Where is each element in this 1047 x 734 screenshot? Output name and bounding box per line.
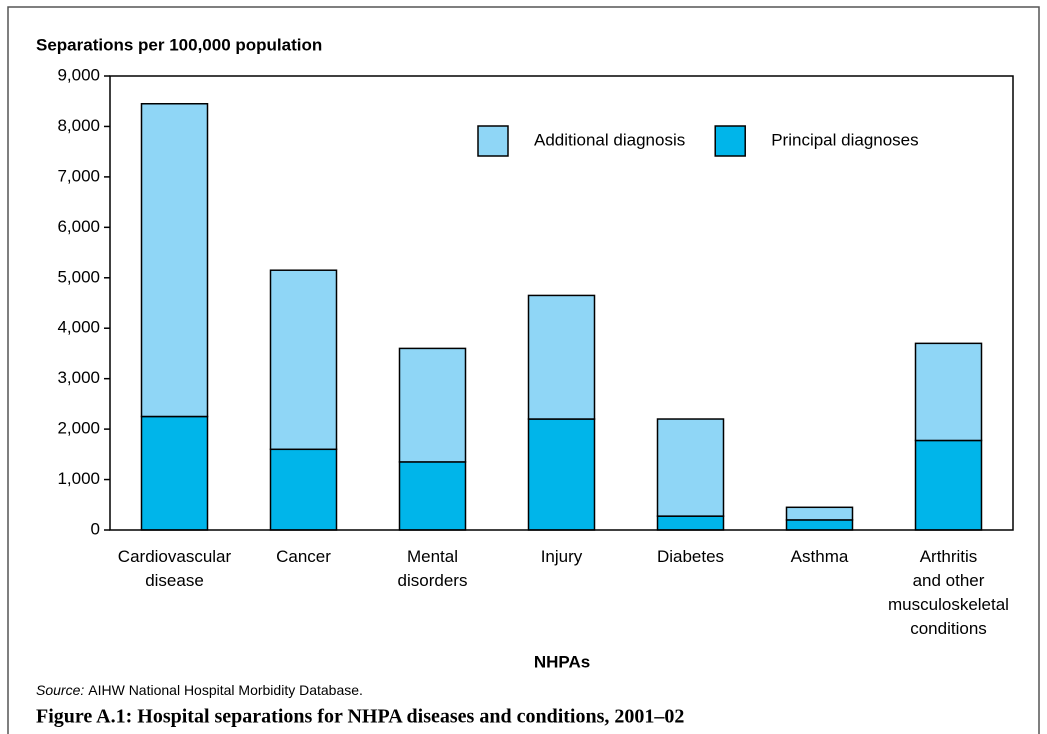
x-tick-label: Asthma bbox=[791, 547, 849, 566]
bar-segment bbox=[398, 461, 467, 531]
x-tick-label-line: Arthritis bbox=[920, 547, 978, 566]
x-tick-label-line: Cardiovascular bbox=[118, 547, 232, 566]
y-axis-title: Separations per 100,000 population bbox=[36, 35, 322, 54]
y-tick-label: 6,000 bbox=[57, 217, 100, 236]
x-tick-label: Mental disorders bbox=[398, 547, 468, 590]
bar-segment bbox=[914, 439, 983, 531]
legend-label: Additional diagnosis bbox=[534, 130, 685, 149]
frame bbox=[7, 6, 1040, 734]
x-tick-label: Cancer bbox=[276, 547, 331, 566]
caption: Figure A.1: Hospital separations for NHP… bbox=[36, 706, 684, 728]
bar-segment bbox=[785, 506, 854, 521]
x-tick-label-line: disease bbox=[145, 571, 204, 590]
y-tick-label: 1,000 bbox=[57, 469, 100, 488]
bar-segment bbox=[269, 269, 338, 451]
y-tick-label: 0 bbox=[91, 519, 100, 538]
bar-segment bbox=[269, 448, 338, 531]
y-tick-label: 2,000 bbox=[57, 419, 100, 438]
legend-label: Principal diagnoses bbox=[771, 130, 918, 149]
bar-segment bbox=[527, 418, 596, 531]
y-tick-label: 5,000 bbox=[57, 267, 100, 286]
legend-swatch bbox=[477, 125, 509, 157]
source-label: Source: bbox=[36, 682, 84, 698]
x-tick-label: Cardiovascular disease bbox=[118, 547, 232, 590]
y-tick-label: 8,000 bbox=[57, 116, 100, 135]
x-tick-label: Arthritis and other musculoskeletal conditi… bbox=[888, 547, 1009, 638]
x-tick-label-line: musculoskeletal bbox=[888, 595, 1009, 614]
x-tick-label-line: and other bbox=[913, 571, 985, 590]
bar-segment bbox=[398, 347, 467, 463]
y-tick-label: 4,000 bbox=[57, 318, 100, 337]
y-tick-label: 3,000 bbox=[57, 368, 100, 387]
x-tick-label: Injury bbox=[541, 547, 583, 566]
x-tick-label-line: Injury bbox=[541, 547, 583, 566]
y-tick-label: 7,000 bbox=[57, 166, 100, 185]
x-tick-label-line: Mental bbox=[407, 547, 458, 566]
bar-segment bbox=[785, 519, 854, 531]
x-tick-label-line: disorders bbox=[398, 571, 468, 590]
bar-segment bbox=[914, 342, 983, 442]
bar-segment bbox=[656, 418, 725, 517]
y-tick-label: 9,000 bbox=[57, 65, 100, 84]
legend-swatch bbox=[714, 125, 746, 157]
x-tick-label-line: Cancer bbox=[276, 547, 331, 566]
plot-border bbox=[109, 75, 1014, 531]
bar-segment bbox=[140, 415, 209, 531]
x-axis-title: NHPAs bbox=[534, 652, 590, 671]
bar-segment bbox=[527, 294, 596, 420]
bar-segment bbox=[140, 102, 209, 418]
bar-segment bbox=[656, 515, 725, 531]
x-tick-label-line: conditions bbox=[910, 619, 987, 638]
source: Source: AIHW National Hospital Morbidity … bbox=[36, 682, 363, 698]
source-text: AIHW National Hospital Morbidity Databas… bbox=[88, 682, 363, 698]
x-tick-label-line: Asthma bbox=[791, 547, 849, 566]
x-tick-label-line: Diabetes bbox=[657, 547, 724, 566]
x-tick-label: Diabetes bbox=[657, 547, 724, 566]
